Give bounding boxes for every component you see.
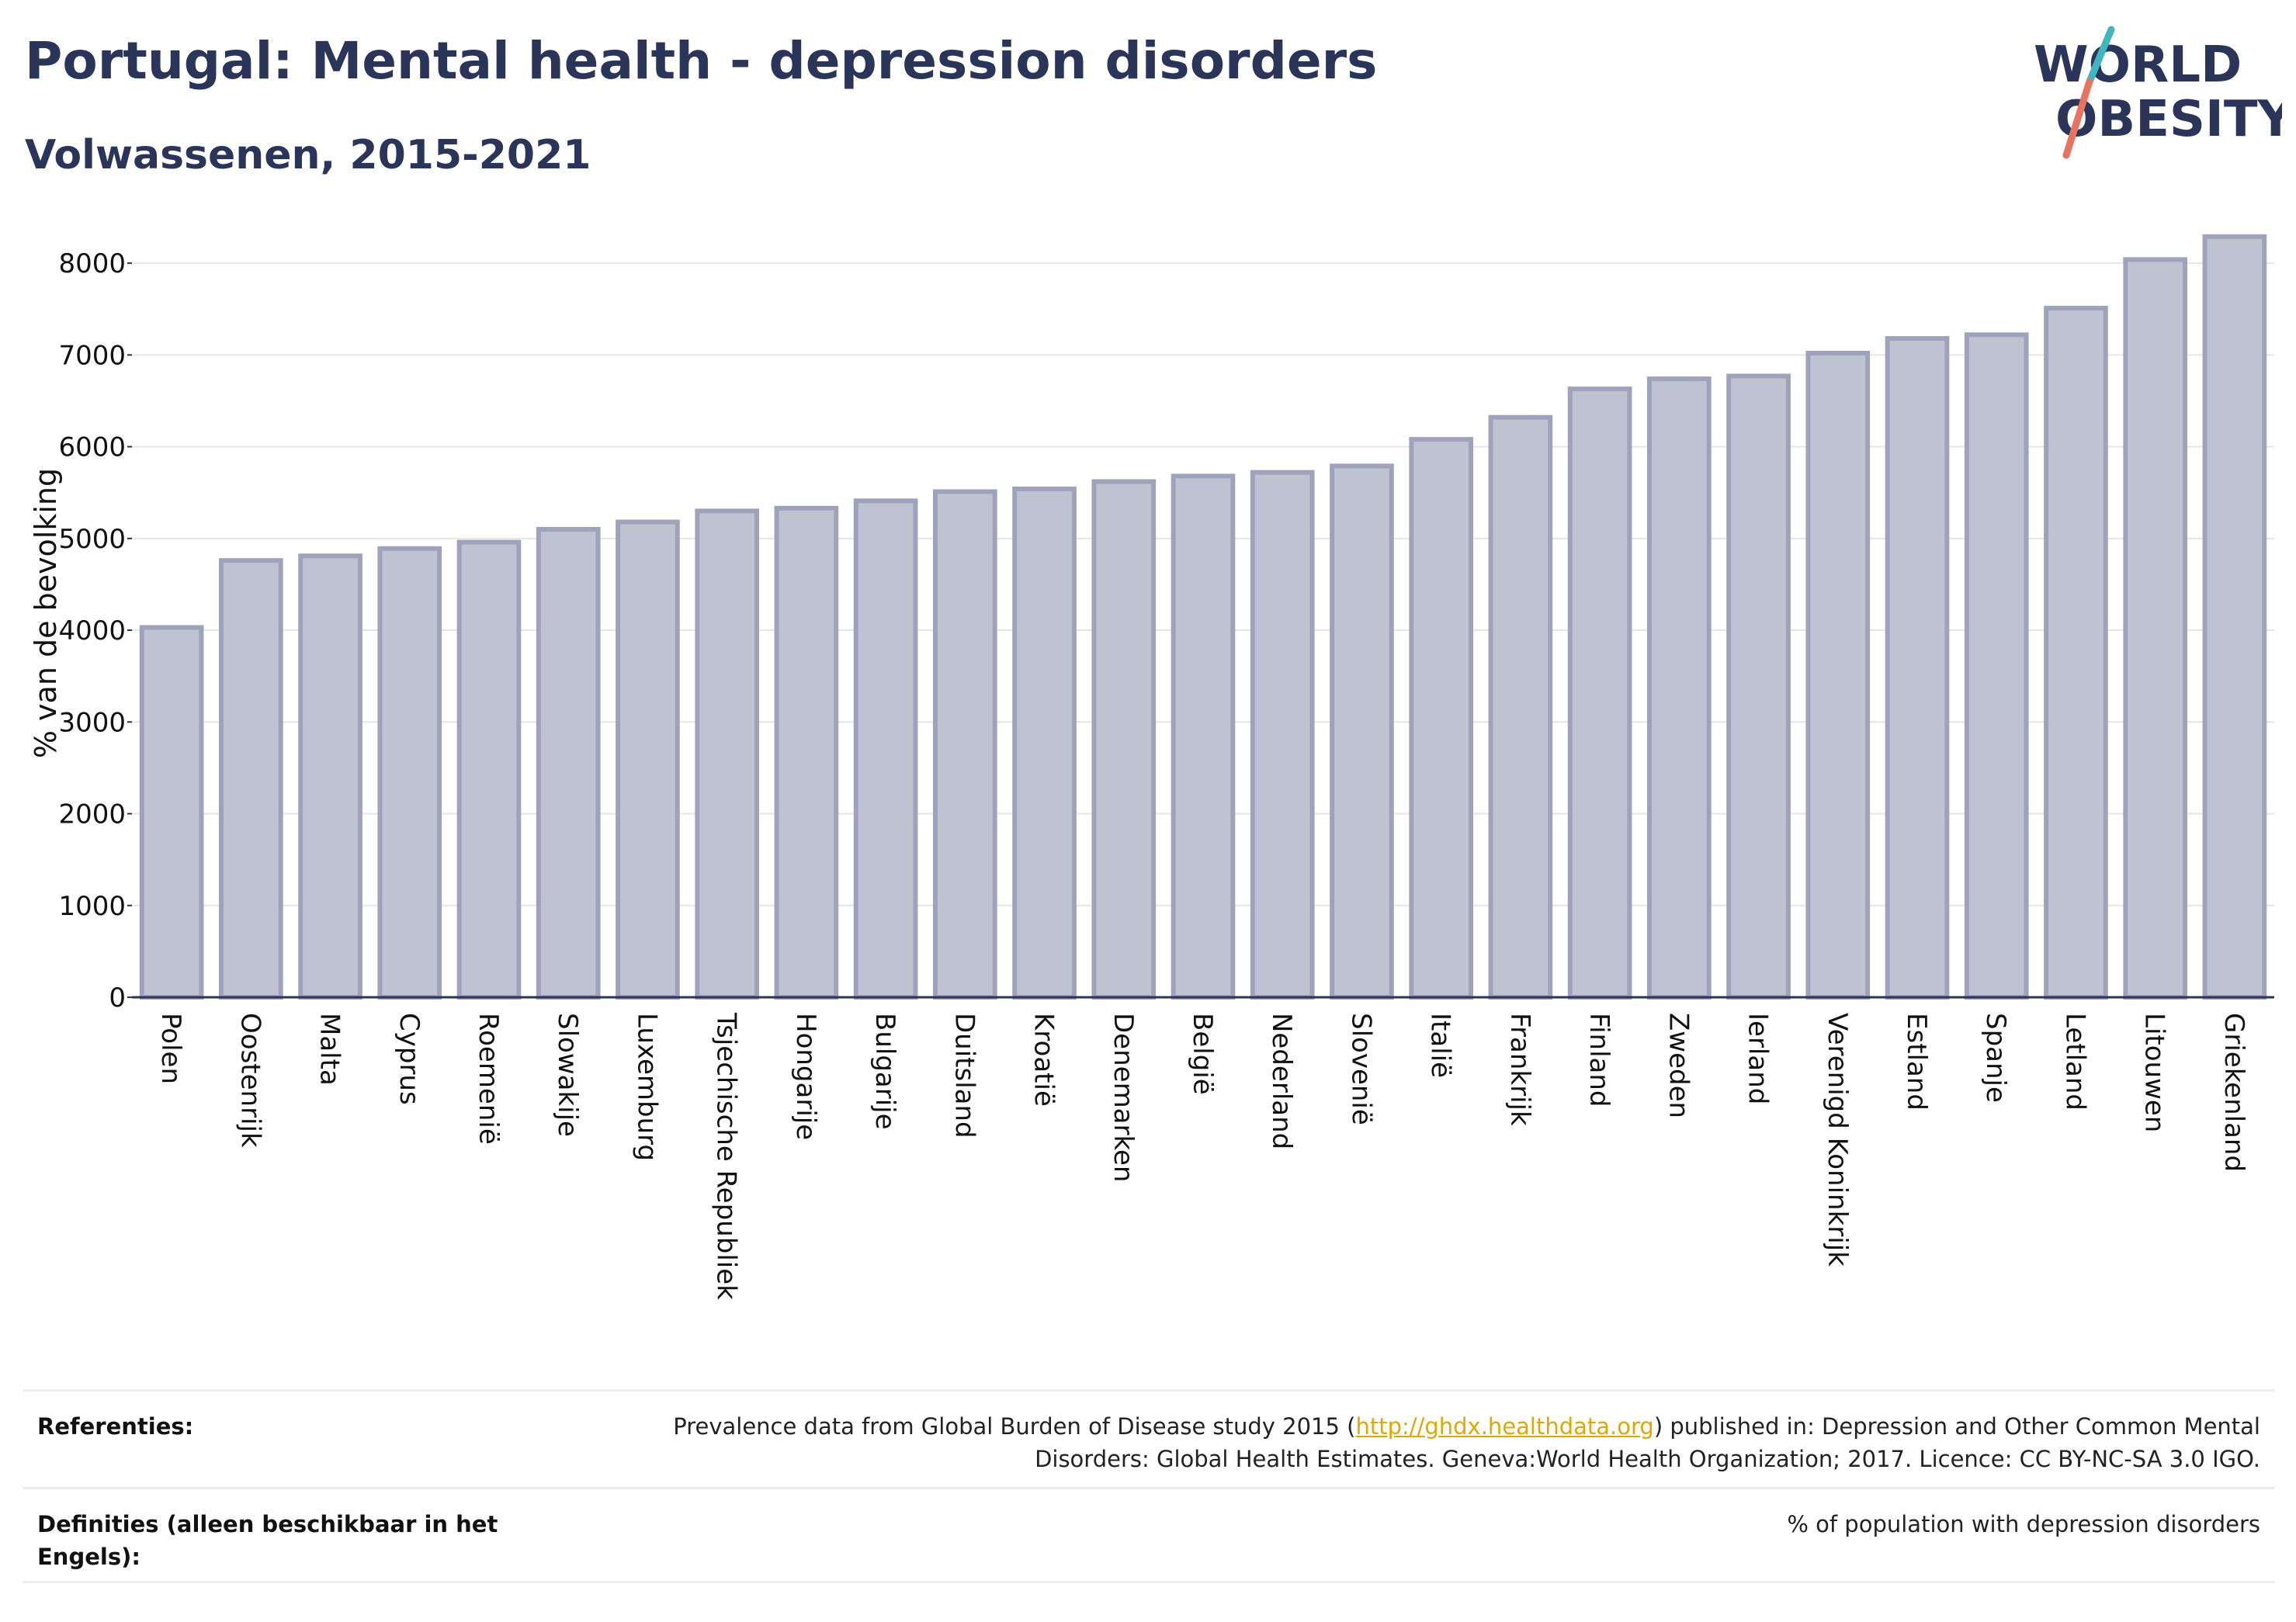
bar-itali-[interactable] <box>1409 437 1474 1000</box>
bar-griekenland[interactable] <box>2202 234 2267 1000</box>
x-tick-label: Ierland <box>1743 1013 1774 1104</box>
bar-chart: 0 1000 2000 3000 4000 5000 6000 7000 8000 Polen O… <box>29 234 2274 1300</box>
references-link[interactable]: http://ghdx.healthdata.org <box>1355 1413 1654 1440</box>
x-tick-label: Hongarije <box>790 1013 821 1140</box>
y-axis: 0 1000 2000 3000 4000 5000 6000 7000 8000 <box>58 248 132 1014</box>
bar-frankrijk[interactable] <box>1488 414 1553 1000</box>
references-section: Referenties: Prevalence data from Global… <box>23 1389 2274 1583</box>
bar-bulgarije[interactable] <box>853 498 918 1000</box>
x-tick-label: Frankrijk <box>1504 1013 1535 1126</box>
bar-slowakije[interactable] <box>536 527 601 1000</box>
x-tick-label: Letland <box>2059 1013 2090 1111</box>
x-tick-label: Duitsland <box>949 1013 980 1139</box>
y-tick-label: 6000 <box>58 432 126 463</box>
x-tick-label: Polen <box>155 1013 186 1084</box>
y-tick-label: 1000 <box>58 891 126 922</box>
bar-ierland[interactable] <box>1726 373 1791 1000</box>
chart-subtitle: Volwassenen, 2015-2021 <box>25 132 591 178</box>
x-tick-label: Nederland <box>1266 1013 1297 1149</box>
y-tick-label: 4000 <box>58 615 126 646</box>
bar-litouwen[interactable] <box>2123 257 2187 1000</box>
x-tick-label: Cyprus <box>394 1013 425 1105</box>
bar-nederland[interactable] <box>1250 470 1315 1000</box>
x-tick-label: Griekenland <box>2218 1013 2249 1172</box>
x-tick-label: Estland <box>1901 1013 1932 1111</box>
y-tick-label: 3000 <box>58 707 126 738</box>
x-tick-label: Denemarken <box>1108 1013 1139 1182</box>
x-tick-label: Spanje <box>1980 1013 2011 1103</box>
x-axis: Polen Oostenrijk Malta Cyprus Roemenië Slowak… <box>132 996 2274 1300</box>
bar-zweden[interactable] <box>1647 376 1712 1000</box>
definitions-row: Definities (alleen beschikbaar in het En… <box>23 1487 2274 1583</box>
x-tick-label: Italië <box>1425 1013 1456 1078</box>
world-obesity-logo: WORLD OBESITY <box>2034 26 2282 159</box>
bar-hongarije[interactable] <box>774 505 839 1000</box>
logo-slash-coral <box>2062 78 2093 159</box>
x-tick-label: Slovenië <box>1345 1013 1376 1125</box>
x-tick-label: Bulgarije <box>869 1013 900 1130</box>
references-text: Prevalence data from Global Burden of Di… <box>673 1413 2260 1472</box>
x-tick-label: Verenigd Koninkrijk <box>1822 1013 1853 1267</box>
bar-malta[interactable] <box>298 553 362 1000</box>
bar-luxemburg[interactable] <box>616 519 680 1000</box>
y-tick-label: 7000 <box>58 340 126 371</box>
references-label: Referenties: <box>37 1413 194 1440</box>
bar-duitsland[interactable] <box>933 489 997 1000</box>
x-tick-label: Slowakije <box>552 1013 583 1137</box>
x-tick-label: Tsjechische Republiek <box>711 1012 742 1300</box>
x-tick-label: Luxemburg <box>631 1013 662 1161</box>
definitions-text: % of population with depression disorder… <box>1787 1511 2260 1537</box>
bar-denemarken[interactable] <box>1091 479 1157 1000</box>
x-tick-label: Finland <box>1583 1013 1614 1107</box>
definitions-label: Definities (alleen beschikbaar in het En… <box>37 1511 498 1570</box>
y-tick-label: 2000 <box>58 799 126 830</box>
x-tick-label: Litouwen <box>2139 1013 2170 1132</box>
x-tick-label: Kroatië <box>1028 1013 1060 1107</box>
bar-estland[interactable] <box>1885 336 1950 1000</box>
logo-slash-teal <box>2086 26 2115 85</box>
references-row: Referenties: Prevalence data from Global… <box>23 1389 2274 1487</box>
bar-letland[interactable] <box>2044 306 2108 1000</box>
y-tick-label: 8000 <box>58 248 126 279</box>
logo-text-world: WORLD <box>2034 36 2242 94</box>
bar-oostenrijk[interactable] <box>219 558 283 1000</box>
y-tick-label: 5000 <box>58 524 126 555</box>
bar-cyprus[interactable] <box>377 546 442 1000</box>
chart-title: Portugal: Mental health - depression dis… <box>25 31 1378 91</box>
y-axis-label: % van de bevolking <box>29 468 63 758</box>
bar-belgi-[interactable] <box>1171 473 1236 1000</box>
bars <box>139 234 2267 1000</box>
bar-spanje[interactable] <box>1964 332 2029 1000</box>
x-tick-label: Oostenrijk <box>234 1013 265 1148</box>
x-tick-label: Malta <box>314 1013 345 1086</box>
bar-verenigd-koninkrijk[interactable] <box>1805 350 1871 1000</box>
x-tick-label: Roemenië <box>473 1013 504 1145</box>
logo-text-obesity: OBESITY <box>2055 91 2282 148</box>
bar-roemeni-[interactable] <box>456 539 522 1000</box>
bar-sloveni-[interactable] <box>1330 463 1394 1000</box>
y-tick-label: 0 <box>109 983 126 1014</box>
bar-finland[interactable] <box>1567 386 1632 1000</box>
bar-polen[interactable] <box>139 625 204 1000</box>
bar-kroati-[interactable] <box>1012 486 1077 1000</box>
x-tick-label: België <box>1187 1013 1218 1095</box>
x-tick-label: Zweden <box>1663 1013 1694 1118</box>
bar-tsjechische-republiek[interactable] <box>695 508 759 1000</box>
